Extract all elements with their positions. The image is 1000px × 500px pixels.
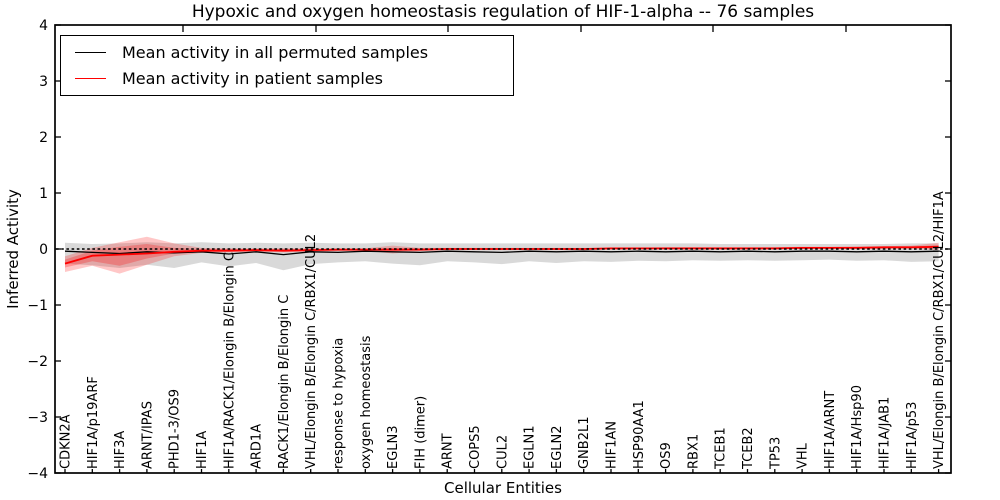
y-tick-label: −2 (27, 354, 48, 370)
x-tick-label: EGLN2 (550, 425, 565, 469)
x-tick-label: VHL (796, 442, 811, 469)
x-tick-label: HIF3A (113, 431, 128, 469)
y-tick-label: 1 (39, 186, 48, 202)
y-tick-label: 3 (39, 74, 48, 90)
x-tick-label: FIH (dimer) (413, 396, 428, 469)
x-tick-label: HIF1AN (605, 421, 620, 469)
x-tick-label: COPS5 (468, 425, 483, 469)
y-tick-label: −3 (27, 410, 48, 426)
x-tick-label: response to hypoxia (332, 338, 347, 469)
x-tick-label: OS9 (659, 442, 674, 469)
x-tick-label: EGLN3 (386, 425, 401, 469)
x-tick-label: VHL/Elongin B/Elongin C/RBX1/CUL2 (304, 234, 319, 469)
y-tick-label: −1 (27, 298, 48, 314)
x-tick-label: PHD1-3/OS9 (168, 389, 183, 469)
legend-line-red-icon (75, 78, 106, 79)
x-tick-label: TCEB2 (741, 427, 756, 470)
legend-item-permuted: Mean activity in all permuted samples (61, 43, 513, 62)
x-tick-label: RACK1/Elongin B/Elongin C (277, 295, 292, 469)
chart-title: Hypoxic and oxygen homeostasis regulatio… (191, 2, 815, 22)
x-axis-label: Cellular Entities (444, 479, 562, 497)
x-tick-label: HIF1A/p19ARF (86, 376, 101, 469)
x-tick-label: TP53 (768, 437, 783, 470)
x-tick-label: HIF1A/p53 (905, 402, 920, 469)
mean-line-permuted (64, 250, 939, 256)
x-tick-label: EGLN1 (523, 425, 538, 469)
top-axis-ticks (182, 25, 847, 32)
x-tick-label: HIF1A (195, 431, 210, 469)
legend-label-patient: Mean activity in patient samples (122, 69, 383, 88)
patient-samples-range-outer (65, 236, 939, 274)
x-tick-label: oxygen homeostasis (359, 335, 374, 469)
x-tick-label: HIF1A/RACK1/Elongin B/Elongin C (222, 252, 237, 469)
permuted-samples-range (65, 242, 939, 271)
x-tick-label: ARNT (441, 433, 456, 469)
mean-line-patient (64, 245, 939, 265)
x-tick-labels: CDKN2A HIF1A/p19ARF HIF3A ARNT/IPAS PHD1-3/O… (59, 191, 947, 473)
x-tick-label: GNB2L1 (577, 416, 592, 469)
y-axis-label: Inferred Activity (4, 189, 22, 309)
x-tick-label: ARNT/IPAS (140, 401, 155, 469)
legend: Mean activity in all permuted samples Me… (60, 35, 514, 96)
x-tick-label: CUL2 (495, 435, 510, 469)
x-tick-label: RBX1 (686, 434, 701, 469)
y-tick-label: 0 (39, 242, 48, 258)
y-tick-labels: 4 3 2 1 0 −1 −2 −3 −4 (27, 18, 951, 482)
y-tick-label: −4 (27, 466, 48, 482)
x-tick-label: HSP90AA1 (632, 400, 647, 469)
y-tick-label: 2 (39, 130, 48, 146)
y-tick-label: 4 (39, 18, 48, 34)
legend-label-permuted: Mean activity in all permuted samples (122, 43, 429, 62)
legend-line-black-icon (75, 52, 106, 53)
x-tick-label: HIF1A/JAB1 (878, 397, 893, 469)
legend-item-patient: Mean activity in patient samples (61, 69, 513, 88)
plot-frame (54, 24, 952, 474)
x-tick-label: ARD1A (250, 424, 265, 469)
x-tick-label: CDKN2A (59, 414, 74, 469)
x-tick-label: HIF1A/ARNT (823, 391, 838, 469)
x-tick-label: VHL/Elongin B/Elongin C/RBX1/CUL2/HIF1A (932, 191, 947, 469)
x-tick-label: TCEB1 (714, 427, 729, 470)
x-tick-label: HIF1A/Hsp90 (850, 385, 865, 469)
